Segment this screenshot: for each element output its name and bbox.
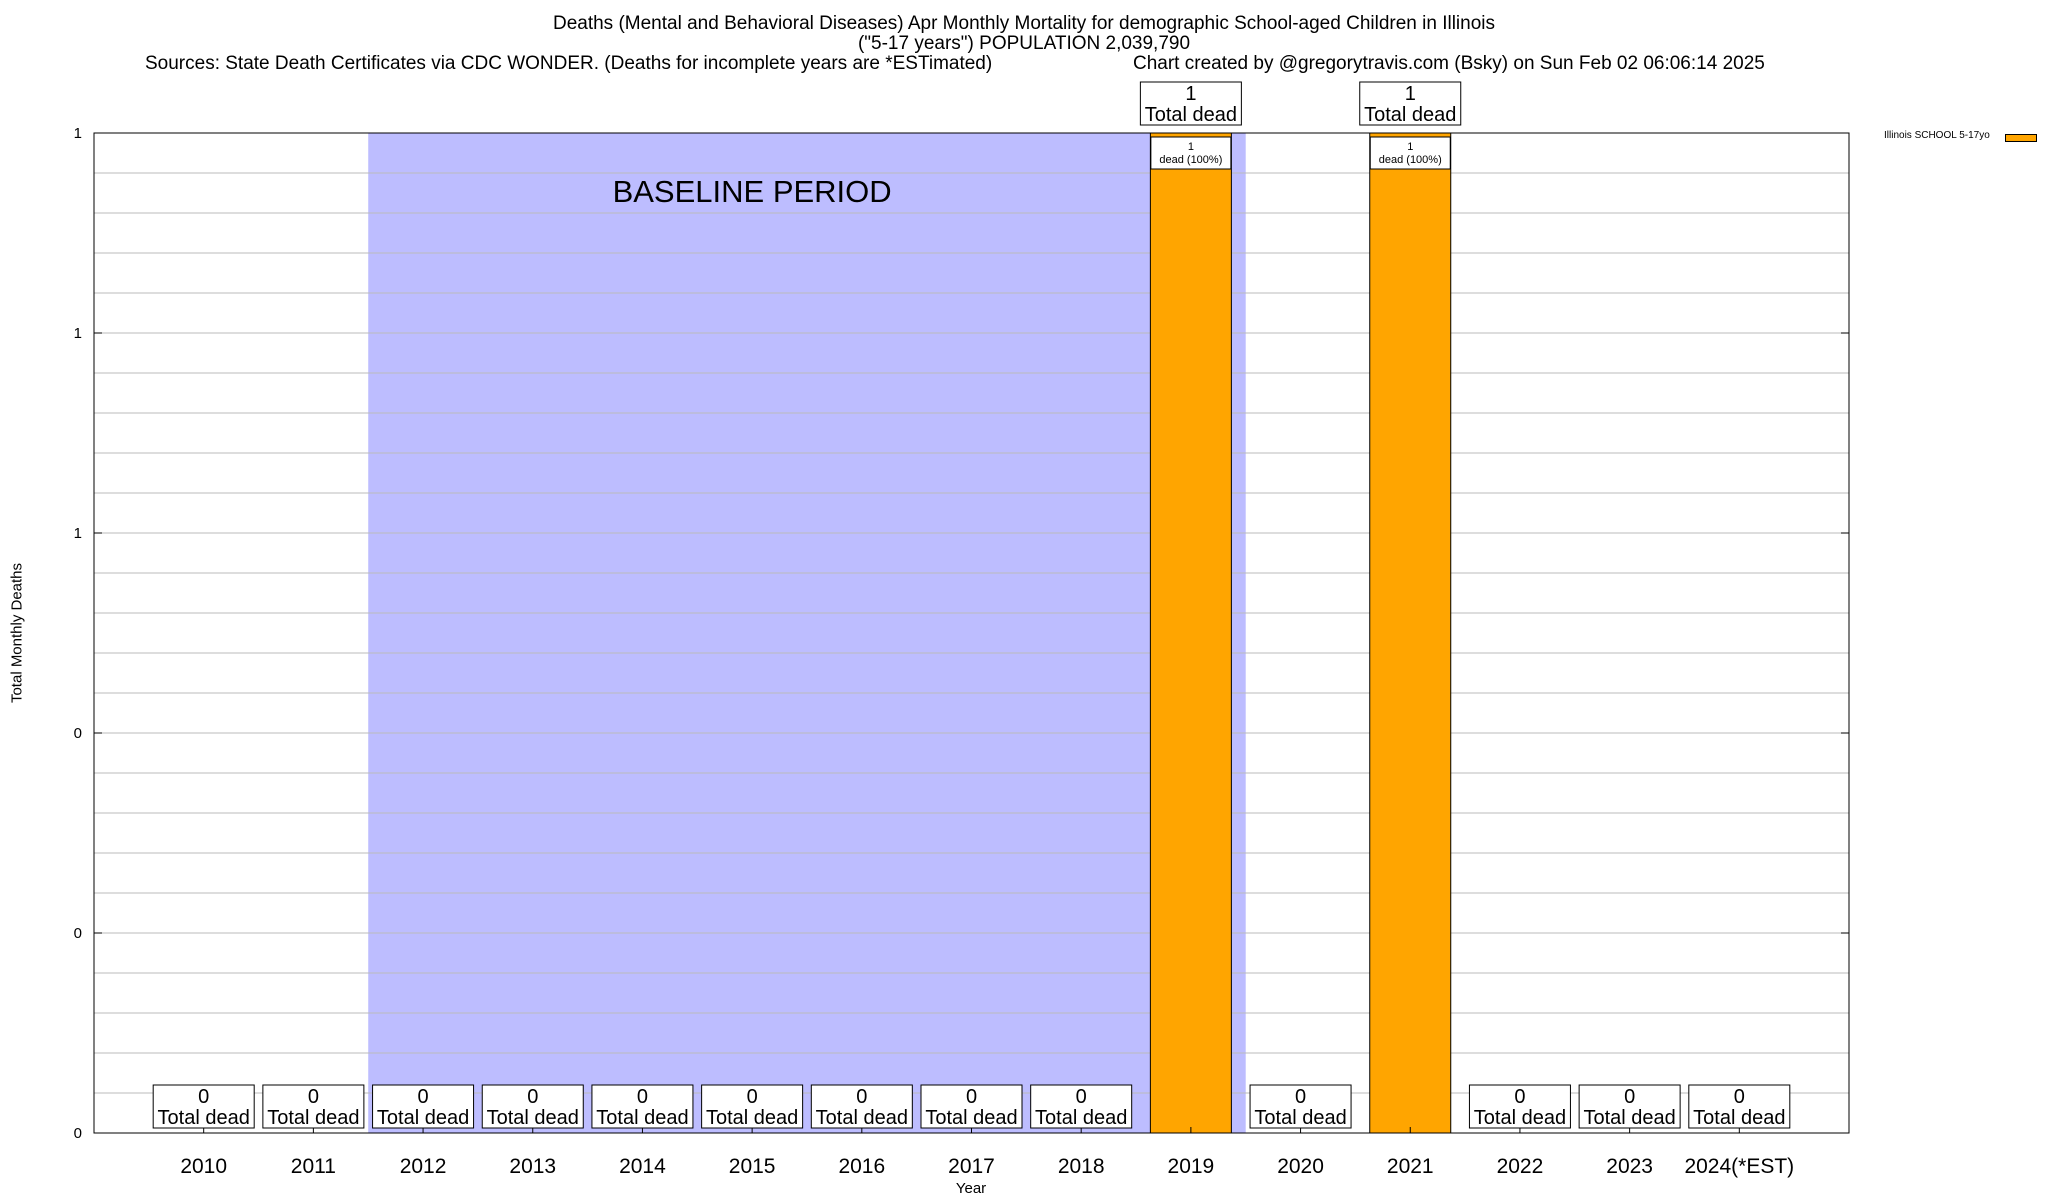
total-caption-label: Total dead (816, 1107, 908, 1129)
plot-frame (93, 132, 1850, 1134)
legend-swatch (2005, 134, 2037, 142)
total-value-label: 0 (1076, 1086, 1087, 1108)
x-tick-label: 2010 (180, 1155, 227, 1178)
total-value-label: 0 (1624, 1086, 1635, 1108)
total-value-label: 0 (198, 1086, 209, 1108)
total-caption-label: Total dead (1583, 1107, 1675, 1129)
x-tick-label: 2023 (1606, 1155, 1653, 1178)
bar-inner-count: 1 (1407, 141, 1413, 153)
x-tick-label: 2016 (838, 1155, 885, 1178)
bar-inner-box (1150, 136, 1232, 170)
total-value-label: 0 (856, 1086, 867, 1108)
x-tick-label: 2019 (1168, 1155, 1215, 1178)
x-axis-label: Year (955, 1180, 987, 1197)
total-box (1688, 1084, 1791, 1129)
total-box (1468, 1084, 1571, 1129)
bar (1369, 132, 1452, 1134)
total-box (1030, 1084, 1133, 1129)
y-tick-label: 1 (74, 325, 82, 342)
x-tick-label: 2022 (1497, 1155, 1544, 1178)
bar-inner-box (1369, 136, 1451, 170)
x-tick-label: 2013 (509, 1155, 556, 1178)
total-caption-label: Total dead (706, 1107, 798, 1129)
y-tick-label: 0 (74, 725, 82, 742)
total-caption-label: Total dead (158, 1107, 250, 1129)
total-box (1249, 1084, 1352, 1129)
baseline-region (368, 133, 1246, 1133)
x-tick-label: 2018 (1058, 1155, 1105, 1178)
total-value-label: 0 (527, 1086, 538, 1108)
total-box (262, 1084, 365, 1129)
total-box (591, 1084, 694, 1129)
total-value-label: 0 (308, 1086, 319, 1108)
y-tick-label: 0 (74, 925, 82, 942)
total-value-label: 0 (1734, 1086, 1745, 1108)
bar (1149, 132, 1232, 1134)
x-tick-label: 2024(*EST) (1684, 1155, 1794, 1178)
total-value-label: 1 (1185, 83, 1196, 105)
legend-label: Illinois SCHOOL 5-17yo (1884, 130, 1990, 141)
x-tick-label: 2020 (1277, 1155, 1324, 1178)
total-value-label: 1 (1405, 83, 1416, 105)
total-box (1359, 81, 1462, 126)
total-value-label: 0 (418, 1086, 429, 1108)
total-value-label: 0 (1295, 1086, 1306, 1108)
x-tick-label: 2012 (400, 1155, 447, 1178)
total-caption-label: Total dead (267, 1107, 359, 1129)
total-caption-label: Total dead (1693, 1107, 1785, 1129)
total-value-label: 0 (966, 1086, 977, 1108)
total-caption-label: Total dead (487, 1107, 579, 1129)
x-tick-label: 2011 (291, 1155, 336, 1178)
bar-inner-percent: dead (100%) (1379, 154, 1442, 166)
total-caption-label: Total dead (925, 1107, 1017, 1129)
total-box (1578, 1084, 1681, 1129)
x-tick-label: 2021 (1387, 1155, 1434, 1178)
total-box (810, 1084, 913, 1129)
chart-title-line-1: Deaths (Mental and Behavioral Diseases) … (552, 13, 1495, 34)
sources-note: Sources: State Death Certificates via CD… (145, 53, 993, 74)
total-caption-label: Total dead (596, 1107, 688, 1129)
y-axis-label: Total Monthly Deaths (8, 562, 26, 704)
total-value-label: 0 (637, 1086, 648, 1108)
chart-title-line-2: ("5-17 years") POPULATION 2,039,790 (857, 33, 1191, 54)
total-box (481, 1084, 584, 1129)
y-tick-label: 1 (74, 125, 82, 142)
baseline-label: BASELINE PERIOD (613, 174, 892, 209)
total-value-label: 0 (1514, 1086, 1525, 1108)
total-caption-label: Total dead (1145, 104, 1237, 126)
y-tick-label: 0 (74, 1125, 82, 1142)
total-box (152, 1084, 255, 1129)
bar-inner-count: 1 (1188, 141, 1194, 153)
total-box (701, 1084, 804, 1129)
bar-inner-percent: dead (100%) (1159, 154, 1222, 166)
chart-credit: Chart created by @gregorytravis.com (Bsk… (1133, 53, 1765, 74)
x-tick-label: 2014 (619, 1155, 666, 1178)
total-caption-label: Total dead (1474, 1107, 1566, 1129)
total-box (920, 1084, 1023, 1129)
total-caption-label: Total dead (377, 1107, 469, 1129)
total-caption-label: Total dead (1254, 1107, 1346, 1129)
total-box (372, 1084, 475, 1129)
total-caption-label: Total dead (1035, 1107, 1127, 1129)
x-tick-label: 2017 (948, 1155, 995, 1178)
y-tick-label: 1 (74, 525, 82, 542)
x-tick-label: 2015 (729, 1155, 776, 1178)
total-value-label: 0 (747, 1086, 758, 1108)
total-box (1139, 81, 1242, 126)
total-caption-label: Total dead (1364, 104, 1456, 126)
